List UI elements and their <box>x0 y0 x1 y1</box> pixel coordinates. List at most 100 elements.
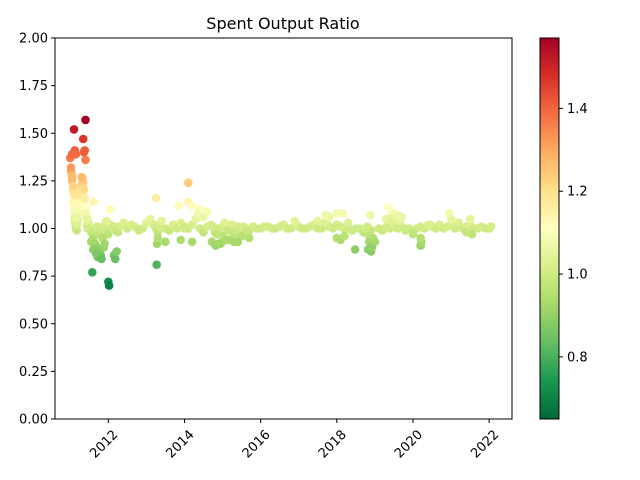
data-point <box>367 243 377 252</box>
data-point <box>110 254 120 264</box>
data-point <box>157 216 166 226</box>
data-point <box>340 231 349 241</box>
data-point <box>387 218 397 228</box>
colorbar-ticks: 0.8 1.0 1.2 1.4 <box>559 102 588 365</box>
data-point <box>328 224 338 233</box>
data-point <box>465 214 475 224</box>
data-point <box>71 212 81 222</box>
data-point <box>80 193 89 203</box>
data-point <box>338 209 347 218</box>
data-point <box>267 224 277 233</box>
data-point <box>305 222 315 231</box>
data-point <box>446 214 456 224</box>
data-point <box>153 233 163 243</box>
data-point <box>100 239 109 248</box>
y-tick-label: 1.50 <box>19 127 48 142</box>
colorbar <box>540 38 559 419</box>
data-point <box>151 193 161 203</box>
data-point <box>408 229 418 239</box>
data-point <box>187 201 197 210</box>
data-point <box>425 220 435 229</box>
data-point <box>69 125 79 134</box>
data-point <box>77 172 86 182</box>
data-point <box>222 235 231 245</box>
x-tick-label: 2014 <box>164 427 198 461</box>
data-point <box>336 222 345 231</box>
data-point <box>350 245 360 254</box>
data-point <box>67 172 77 182</box>
data-point <box>80 146 89 155</box>
colorbar-tick-label: 1.0 <box>567 268 588 283</box>
data-point <box>89 197 99 207</box>
data-point <box>161 237 170 247</box>
data-point <box>366 210 375 220</box>
data-point <box>199 212 208 222</box>
scatter-points <box>65 115 496 290</box>
data-point <box>244 233 254 243</box>
data-point <box>184 178 193 188</box>
data-point <box>361 224 370 233</box>
data-point <box>73 199 83 208</box>
data-point <box>105 205 115 214</box>
chart-title: Spent Output Ratio <box>206 14 359 33</box>
x-tick-label: 2020 <box>392 427 426 461</box>
data-point <box>343 218 353 228</box>
data-point <box>227 220 237 229</box>
y-tick-label: 1.00 <box>19 222 48 237</box>
data-point <box>313 216 323 226</box>
y-tick-label: 0.00 <box>19 413 48 428</box>
data-point <box>220 218 229 228</box>
y-tick-label: 1.75 <box>19 79 48 94</box>
data-point <box>283 224 292 233</box>
y-tick-label: 0.75 <box>19 270 48 285</box>
data-point <box>397 212 406 222</box>
data-point <box>176 235 185 245</box>
data-point <box>102 216 111 226</box>
data-point <box>416 233 425 243</box>
y-tick-label: 0.50 <box>19 317 48 332</box>
data-point <box>275 222 285 231</box>
data-point <box>66 163 76 172</box>
y-tick-label: 0.25 <box>19 365 48 380</box>
x-tick-label: 2022 <box>468 427 502 461</box>
data-point <box>81 155 90 165</box>
data-point <box>83 214 92 224</box>
data-point <box>69 182 78 191</box>
data-point <box>81 115 90 125</box>
data-point <box>91 249 101 258</box>
data-point <box>401 224 410 233</box>
data-point <box>180 224 189 233</box>
data-point <box>78 134 88 144</box>
x-tick-label: 2018 <box>316 427 350 461</box>
data-point <box>321 210 330 220</box>
colorbar-tick-label: 1.4 <box>567 102 588 117</box>
data-point <box>351 224 361 233</box>
y-tick-label: 2.00 <box>19 32 48 47</box>
data-point <box>79 184 88 193</box>
colorbar-tick-label: 0.8 <box>567 350 588 365</box>
x-tick-label: 2012 <box>87 427 121 461</box>
data-point <box>313 224 323 233</box>
data-point <box>97 254 106 264</box>
data-point <box>383 203 393 212</box>
data-point <box>214 239 224 248</box>
data-point <box>298 224 307 233</box>
data-point <box>290 216 300 226</box>
data-point <box>260 222 269 231</box>
data-point <box>104 281 114 290</box>
colorbar-tick-label: 1.2 <box>567 185 588 200</box>
data-point <box>174 201 184 210</box>
data-point <box>233 237 243 247</box>
data-point <box>243 226 252 235</box>
data-point <box>152 260 161 270</box>
data-point <box>486 222 496 231</box>
data-point <box>88 268 97 277</box>
data-point <box>112 247 121 256</box>
data-point <box>208 222 218 231</box>
data-point <box>71 149 81 159</box>
data-point <box>462 228 471 237</box>
data-point <box>187 237 197 247</box>
colorbar-frame <box>539 37 560 420</box>
y-tick-label: 1.25 <box>19 174 48 189</box>
